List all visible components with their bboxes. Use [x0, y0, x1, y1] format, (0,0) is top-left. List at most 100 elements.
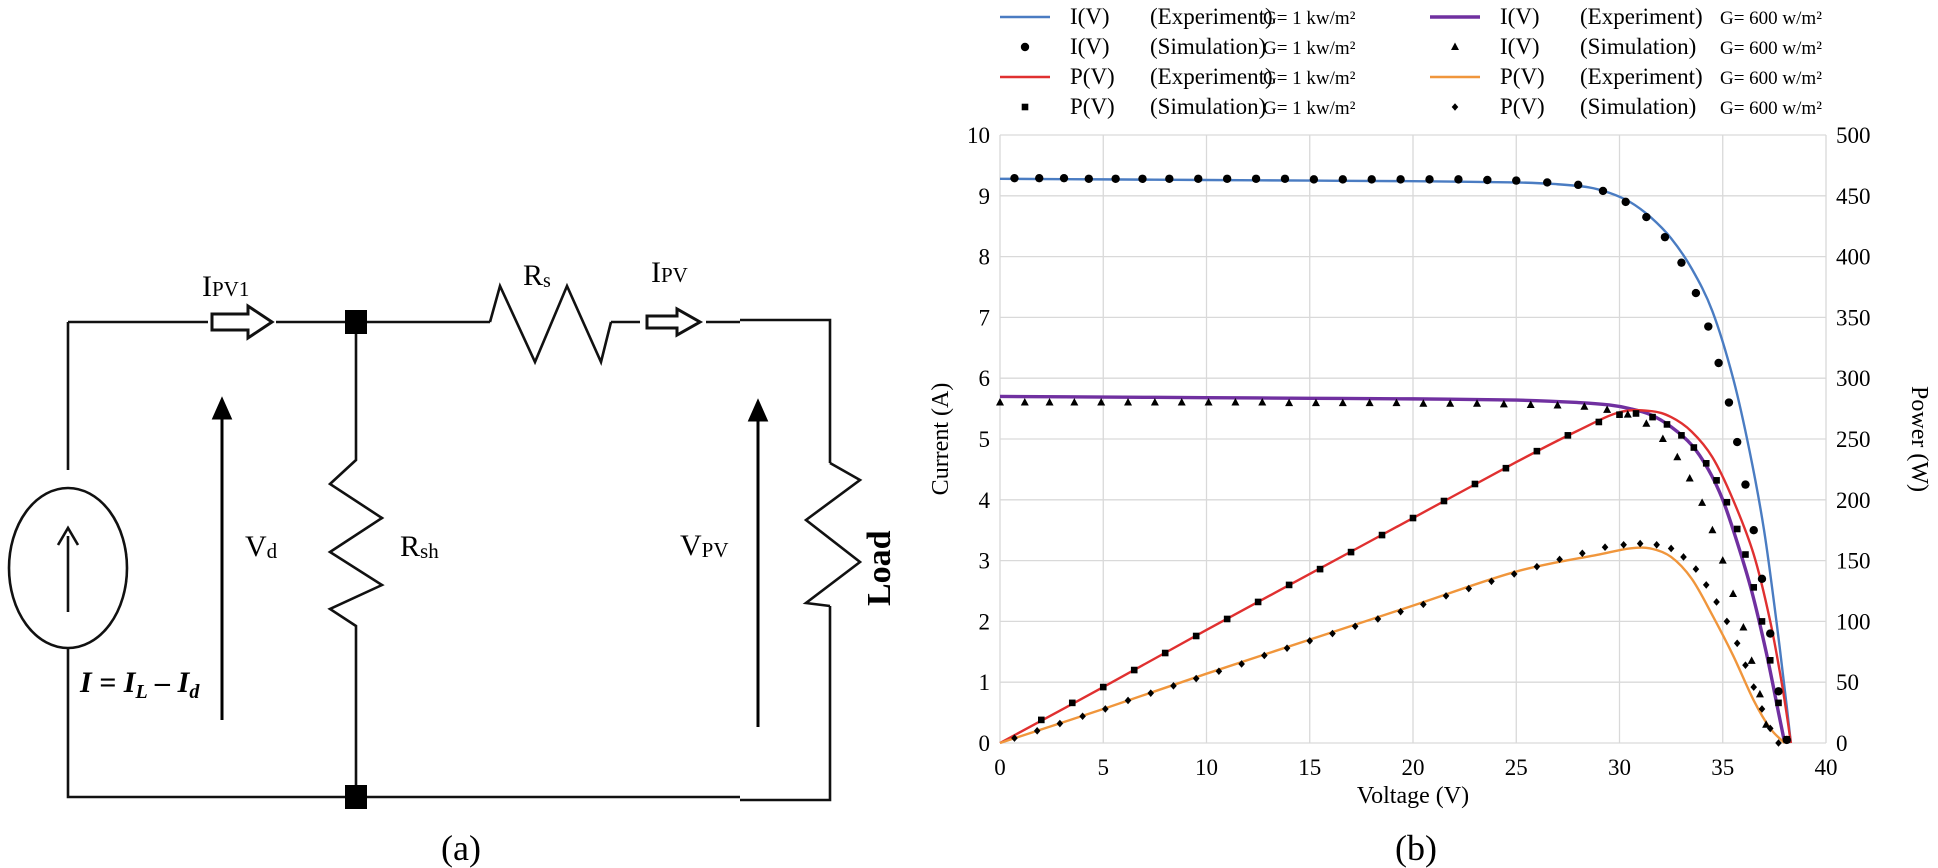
y2-tick-label: 150 — [1836, 549, 1871, 574]
data-point-square — [1161, 649, 1169, 657]
data-point-circle — [1454, 175, 1463, 184]
data-point-triangle — [1473, 399, 1482, 407]
data-point-square — [1663, 421, 1671, 428]
y2-tick-label: 350 — [1836, 305, 1871, 330]
axes: 0 5 10 15 20 25 30 35 40012345678910050100150200… — [967, 123, 1871, 780]
wire-top-right — [611, 318, 832, 463]
data-point-triangle — [1747, 656, 1756, 664]
data-point-triangle — [1258, 398, 1267, 406]
data-point-diamond — [1733, 639, 1741, 648]
data-point-square — [1723, 498, 1731, 506]
legend-condition: G= 1 kw/m² — [1263, 8, 1356, 29]
data-point-square — [1775, 699, 1782, 707]
rsh-branch — [327, 322, 385, 797]
rs-resistor — [488, 282, 613, 366]
data-point-triangle — [1365, 398, 1374, 407]
data-point-triangle — [1020, 398, 1029, 406]
y-tick-label: 6 — [979, 366, 991, 391]
legend-series-name: I(V) — [1500, 34, 1540, 59]
data-point-circle — [1677, 258, 1686, 267]
data-point-triangle — [1045, 398, 1054, 406]
data-point-square — [1783, 736, 1791, 743]
x-tick-label: 10 — [1195, 755, 1218, 780]
series-line — [999, 408, 1793, 745]
y-tick-label: 5 — [979, 427, 991, 452]
source-equation: I = IL – Id — [79, 666, 200, 703]
data-point-square — [1702, 460, 1710, 467]
data-point-circle — [1774, 687, 1783, 696]
vd-arrow-icon — [211, 396, 233, 720]
data-point-diamond — [1170, 682, 1177, 690]
legend-condition: G= 1 kw/m² — [1263, 98, 1356, 119]
data-point-circle — [1138, 174, 1147, 183]
data-point-circle — [1425, 175, 1434, 184]
data-point-triangle — [1762, 720, 1771, 728]
legend-item: P(V) (Experiment)G= 1 kw/m² — [1000, 64, 1356, 89]
data-point-triangle — [1311, 398, 1320, 407]
y2-tick-label: 200 — [1836, 488, 1871, 513]
data-point-circle — [1251, 174, 1261, 183]
data-point-triangle — [1603, 405, 1612, 413]
data-point-circle — [1084, 174, 1093, 183]
legend-kind: (Experiment) — [1150, 4, 1273, 29]
legend-series-name: P(V) — [1500, 64, 1545, 89]
data-point-triangle — [1124, 398, 1133, 406]
legend: I(V) (Experiment)G= 1 kw/m² I(V) (Experimen… — [1000, 4, 1822, 119]
legend-series-name: I(V) — [1500, 4, 1540, 29]
series-p-v-experiment-g-600-w-m- — [999, 546, 1786, 745]
legend-series-name: P(V) — [1070, 94, 1115, 119]
data-point-square — [1409, 514, 1417, 522]
data-point-triangle — [1446, 399, 1455, 407]
y2-tick-label: 0 — [1836, 731, 1848, 756]
series-p-v-simulation-g-600-w-m- — [1011, 539, 1782, 747]
data-point-diamond — [1601, 543, 1609, 552]
y-tick-label: 9 — [979, 184, 991, 209]
data-point-diamond — [1742, 661, 1749, 669]
iv-pv-chart: 0 5 10 15 20 25 30 35 40012345678910050100150200… — [928, 4, 1932, 868]
data-point-triangle — [1231, 398, 1240, 406]
data-point-circle — [1741, 480, 1750, 489]
data-point-diamond — [1775, 739, 1782, 747]
y2-tick-label: 300 — [1836, 366, 1871, 391]
data-point-diamond — [1033, 727, 1041, 735]
y-tick-label: 7 — [979, 305, 991, 330]
data-point-triangle — [1729, 589, 1738, 598]
data-point-diamond — [1680, 553, 1687, 561]
data-point-circle — [1483, 175, 1492, 185]
data-point-square — [1649, 413, 1656, 421]
data-point-square — [1223, 615, 1231, 623]
data-point-circle — [1280, 174, 1290, 183]
legend-kind: (Simulation) — [1580, 34, 1696, 59]
data-point-square — [1564, 432, 1572, 439]
data-point-diamond — [1283, 644, 1291, 652]
data-point-triangle — [1419, 399, 1428, 407]
legend-condition: G= 1 kw/m² — [1263, 38, 1356, 59]
series-i-v-simulation-g-600-w-m- — [996, 398, 1771, 728]
ipv1-label: IPV1 — [202, 270, 249, 303]
series-p-v-experiment-g-1-kw-m- — [999, 408, 1793, 745]
legend-item: P(V) (Simulation)G= 1 kw/m² — [1021, 94, 1356, 119]
data-point-triangle — [1698, 498, 1707, 506]
data-point-triangle — [1097, 398, 1106, 406]
data-point-diamond — [1306, 637, 1314, 645]
data-point-diamond — [1420, 600, 1427, 609]
data-point-diamond — [1102, 705, 1109, 713]
data-point-triangle — [1580, 402, 1589, 410]
y-tick-label: 0 — [979, 731, 991, 756]
data-point-square — [1192, 632, 1200, 640]
legend-kind: (Simulation) — [1150, 94, 1266, 119]
x-tick-label: 5 — [1098, 755, 1110, 780]
legend-item: I(V) (Simulation)G= 1 kw/m² — [1020, 34, 1356, 59]
data-point-triangle — [1755, 689, 1764, 698]
ipv1-arrow-icon — [210, 303, 275, 341]
legend-kind: (Experiment) — [1580, 4, 1703, 29]
data-point-diamond — [1692, 565, 1700, 573]
data-point-triangle — [1070, 398, 1079, 406]
data-point-square — [1378, 531, 1386, 539]
x-tick-label: 25 — [1505, 755, 1528, 780]
data-point-diamond — [1766, 724, 1774, 733]
data-point-circle — [1749, 526, 1758, 535]
data-point-diamond — [1397, 607, 1404, 616]
data-point-square — [1130, 666, 1138, 674]
data-point-circle — [1338, 175, 1347, 184]
